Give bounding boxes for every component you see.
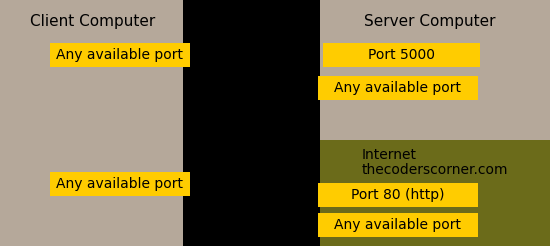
FancyBboxPatch shape — [318, 76, 478, 100]
FancyBboxPatch shape — [320, 0, 550, 140]
Text: Internet: Internet — [362, 148, 417, 162]
Text: Port 5000: Port 5000 — [368, 48, 435, 62]
Text: Any available port: Any available port — [57, 177, 184, 191]
Text: Client Computer: Client Computer — [30, 14, 155, 29]
Text: Any available port: Any available port — [334, 218, 461, 232]
Text: Server Computer: Server Computer — [364, 14, 496, 29]
FancyBboxPatch shape — [50, 43, 190, 67]
FancyBboxPatch shape — [323, 43, 480, 67]
FancyBboxPatch shape — [318, 183, 478, 207]
FancyBboxPatch shape — [318, 213, 478, 237]
Text: Any available port: Any available port — [57, 48, 184, 62]
FancyBboxPatch shape — [320, 140, 550, 246]
Text: Any available port: Any available port — [334, 81, 461, 95]
Text: thecoderscorner.com: thecoderscorner.com — [362, 163, 509, 177]
FancyBboxPatch shape — [0, 0, 183, 246]
Text: Port 80 (http): Port 80 (http) — [351, 188, 445, 202]
FancyBboxPatch shape — [50, 172, 190, 196]
